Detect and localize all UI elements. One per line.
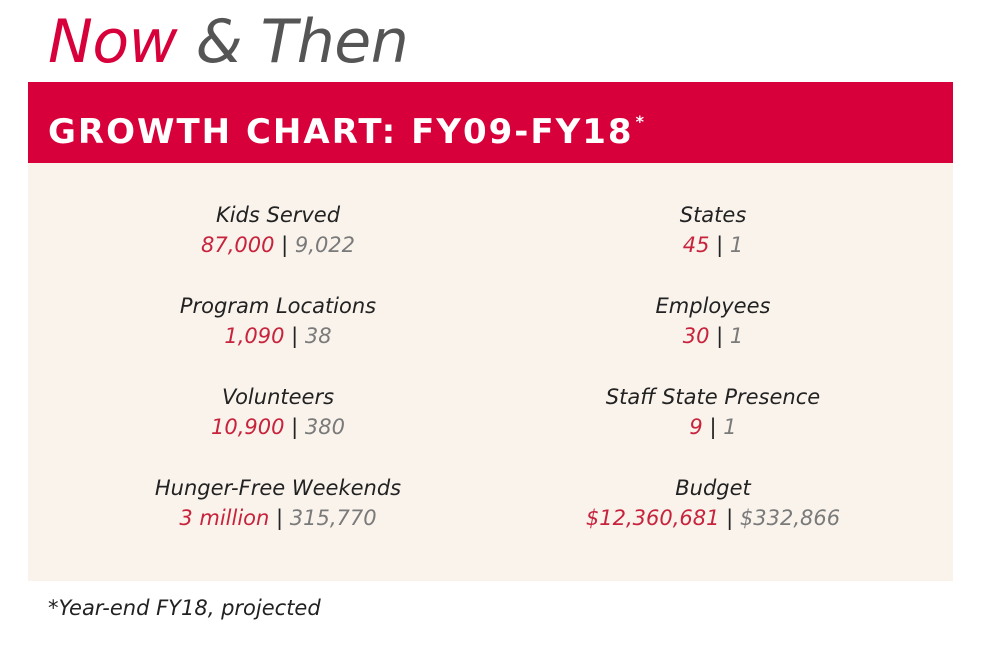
stat-then-value: 9,022 — [294, 233, 356, 257]
stat-values: 1,090 | 38 — [78, 321, 478, 351]
stat-now-value: 9 — [689, 415, 703, 439]
stat-label: Program Locations — [179, 294, 377, 318]
stat-then-value: $332,866 — [739, 506, 841, 530]
stat-budget: Budget $12,360,681 | $332,866 — [513, 473, 913, 533]
stat-then-value: 1 — [729, 233, 744, 257]
stat-now-value: 1,090 — [224, 324, 285, 348]
stat-separator: | — [726, 506, 734, 530]
stat-separator: | — [716, 324, 724, 348]
stat-values: 9 | 1 — [513, 412, 913, 442]
stat-volunteers: Volunteers 10,900 | 380 — [78, 382, 478, 442]
stat-now-value: 10,900 — [210, 415, 285, 439]
stat-now-value: $12,360,681 — [585, 506, 720, 530]
stat-hunger-free-weekends: Hunger-Free Weekends 3 million | 315,770 — [78, 473, 478, 533]
stat-now-value: 87,000 — [200, 233, 275, 257]
stat-label: Hunger-Free Weekends — [154, 476, 402, 500]
stat-then-value: 38 — [304, 324, 332, 348]
stat-values: 45 | 1 — [513, 230, 913, 260]
stat-employees: Employees 30 | 1 — [513, 291, 913, 351]
stat-label: Employees — [655, 294, 771, 318]
stat-separator: | — [281, 233, 289, 257]
banner-title: GROWTH CHART: FY09-FY18 * — [48, 102, 646, 152]
stat-then-value: 1 — [723, 415, 737, 439]
stat-separator: | — [276, 506, 284, 530]
stat-now-value: 3 million — [179, 506, 270, 530]
stat-label: Kids Served — [215, 203, 341, 227]
banner-asterisk: * — [635, 112, 646, 131]
stat-label: Volunteers — [221, 385, 335, 409]
title-banner: GROWTH CHART: FY09-FY18 * — [28, 82, 953, 163]
stat-states: States 45 | 1 — [513, 200, 913, 260]
stat-then-value: 380 — [304, 415, 346, 439]
stat-values: 3 million | 315,770 — [78, 503, 478, 533]
stat-separator: | — [709, 415, 717, 439]
stat-then-value: 1 — [729, 324, 744, 348]
stat-separator: | — [291, 324, 299, 348]
banner-title-text: GROWTH CHART: FY09-FY18 — [48, 112, 634, 152]
stat-values: $12,360,681 | $332,866 — [513, 503, 913, 533]
heading-then: & Then — [195, 7, 409, 77]
footnote: *Year-end FY18, projected — [48, 596, 321, 620]
stat-values: 87,000 | 9,022 — [78, 230, 478, 260]
stat-then-value: 315,770 — [289, 506, 377, 530]
stat-separator: | — [291, 415, 299, 439]
stat-label: Staff State Presence — [605, 385, 821, 409]
stat-kids-served: Kids Served 87,000 | 9,022 — [78, 200, 478, 260]
heading-now: Now — [48, 7, 178, 77]
stat-program-locations: Program Locations 1,090 | 38 — [78, 291, 478, 351]
stat-now-value: 45 — [682, 233, 710, 257]
stat-label: Budget — [675, 476, 751, 500]
stat-values: 30 | 1 — [513, 321, 913, 351]
stats-panel: Kids Served 87,000 | 9,022 Program Locat… — [28, 163, 953, 581]
stat-label: States — [679, 203, 747, 227]
stat-now-value: 30 — [682, 324, 710, 348]
stat-values: 10,900 | 380 — [78, 412, 478, 442]
stat-staff-state-presence: Staff State Presence 9 | 1 — [513, 382, 913, 442]
stat-separator: | — [716, 233, 724, 257]
page-heading: Now & Then — [48, 6, 409, 78]
